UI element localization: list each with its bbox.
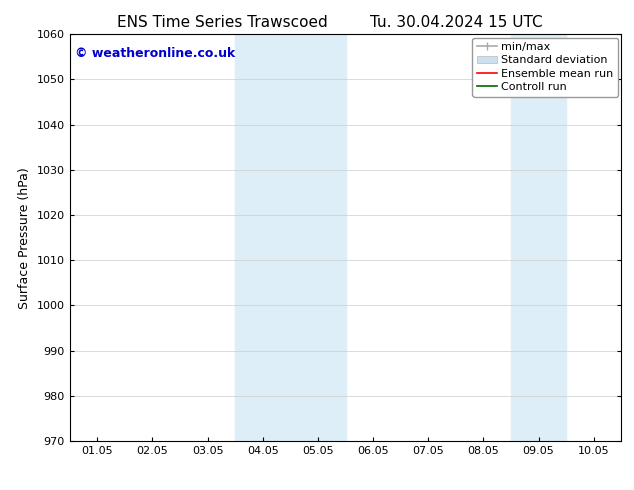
Text: Tu. 30.04.2024 15 UTC: Tu. 30.04.2024 15 UTC: [370, 15, 543, 30]
Y-axis label: Surface Pressure (hPa): Surface Pressure (hPa): [18, 167, 31, 309]
Bar: [511, 34, 566, 441]
Text: ENS Time Series Trawscoed: ENS Time Series Trawscoed: [117, 15, 327, 30]
Legend: min/max, Standard deviation, Ensemble mean run, Controll run: min/max, Standard deviation, Ensemble me…: [472, 38, 618, 97]
Text: © weatheronline.co.uk: © weatheronline.co.uk: [75, 47, 235, 59]
Bar: [235, 34, 346, 441]
